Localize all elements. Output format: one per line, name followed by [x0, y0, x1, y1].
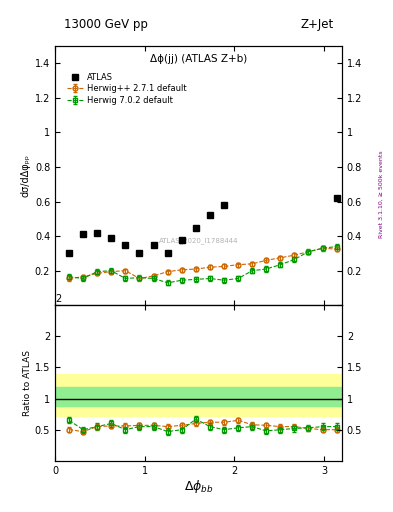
Text: 2: 2	[55, 294, 61, 304]
ATLAS	[165, 250, 170, 257]
Line: ATLAS: ATLAS	[66, 195, 340, 257]
ATLAS	[95, 229, 99, 236]
ATLAS	[222, 202, 226, 208]
ATLAS	[180, 237, 184, 243]
ATLAS	[123, 242, 128, 248]
Text: ATLAS_2020_I1788444: ATLAS_2020_I1788444	[159, 237, 238, 244]
ATLAS	[67, 250, 72, 257]
Text: Z+Jet: Z+Jet	[300, 17, 333, 31]
ATLAS	[151, 242, 156, 248]
Text: 13000 GeV pp: 13000 GeV pp	[64, 17, 147, 31]
ATLAS	[81, 231, 86, 238]
ATLAS	[208, 212, 212, 219]
ATLAS	[193, 224, 198, 230]
ATLAS	[137, 250, 142, 257]
ATLAS	[334, 195, 339, 201]
Legend: ATLAS, Herwig++ 2.7.1 default, Herwig 7.0.2 default: ATLAS, Herwig++ 2.7.1 default, Herwig 7.…	[65, 71, 188, 106]
Text: Rivet 3.1.10, ≥ 500k events: Rivet 3.1.10, ≥ 500k events	[379, 151, 384, 239]
Y-axis label: dσ/dΔφₚₚ: dσ/dΔφₚₚ	[20, 154, 31, 197]
Y-axis label: Ratio to ATLAS: Ratio to ATLAS	[23, 350, 32, 416]
Text: Δϕ(jj) (ATLAS Z+b): Δϕ(jj) (ATLAS Z+b)	[150, 54, 247, 64]
ATLAS	[109, 235, 114, 241]
X-axis label: $\Delta\phi_{bb}$: $\Delta\phi_{bb}$	[184, 478, 213, 496]
